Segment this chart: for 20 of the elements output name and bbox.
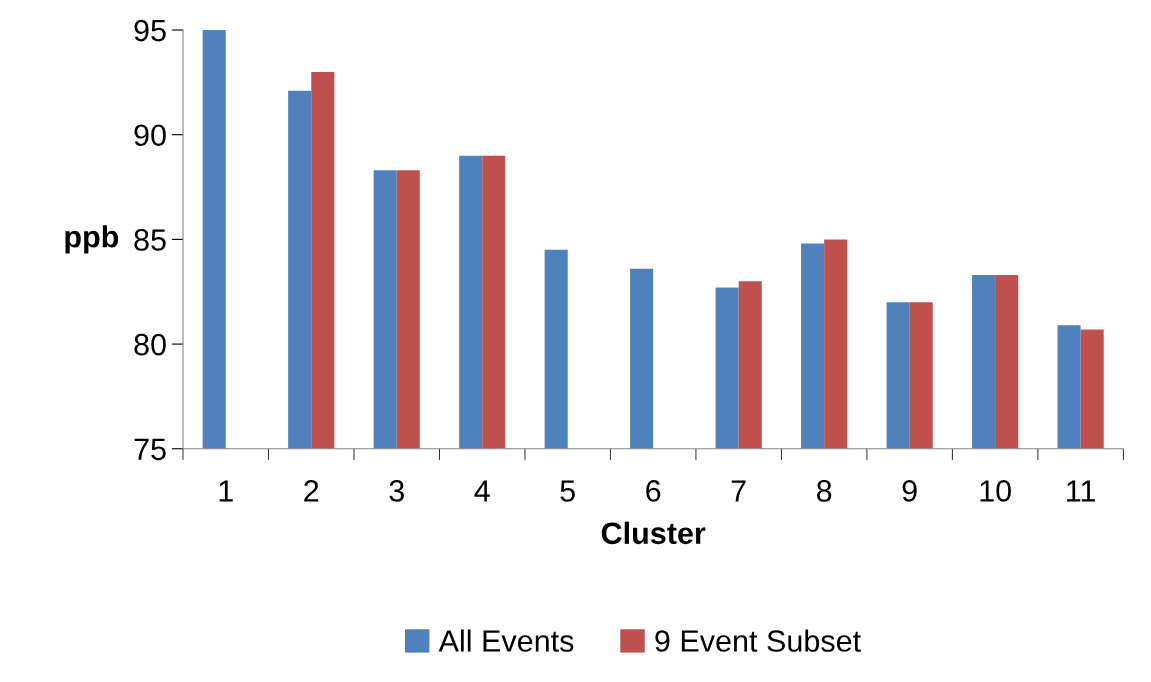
- x-tick-label: 9: [902, 480, 917, 502]
- x-tick-label: 1: [219, 480, 233, 502]
- legend-label: 9 Event Subset: [655, 629, 861, 652]
- y-tick-label: 85: [134, 229, 166, 251]
- legend-label: All Events: [438, 629, 574, 652]
- x-tick-label: 4: [474, 480, 490, 502]
- x-tick-label: 2: [304, 480, 319, 502]
- x-tick-label: 8: [817, 480, 832, 502]
- x-tick-label: 6: [646, 480, 661, 502]
- x-axis-title: Cluster: [601, 521, 706, 545]
- x-tick-label: 11: [1067, 480, 1096, 502]
- x-tick-label: 3: [389, 480, 404, 502]
- y-axis-title: ppb: [65, 225, 119, 254]
- x-tick-label: 7: [731, 480, 746, 502]
- y-tick-label: 75: [134, 438, 166, 461]
- x-tick-label: 10: [980, 480, 1011, 502]
- x-tick-label: 5: [560, 480, 575, 502]
- y-tick-label: 80: [134, 333, 166, 356]
- y-tick-label: 90: [134, 124, 166, 147]
- y-tick-label: 95: [134, 19, 166, 42]
